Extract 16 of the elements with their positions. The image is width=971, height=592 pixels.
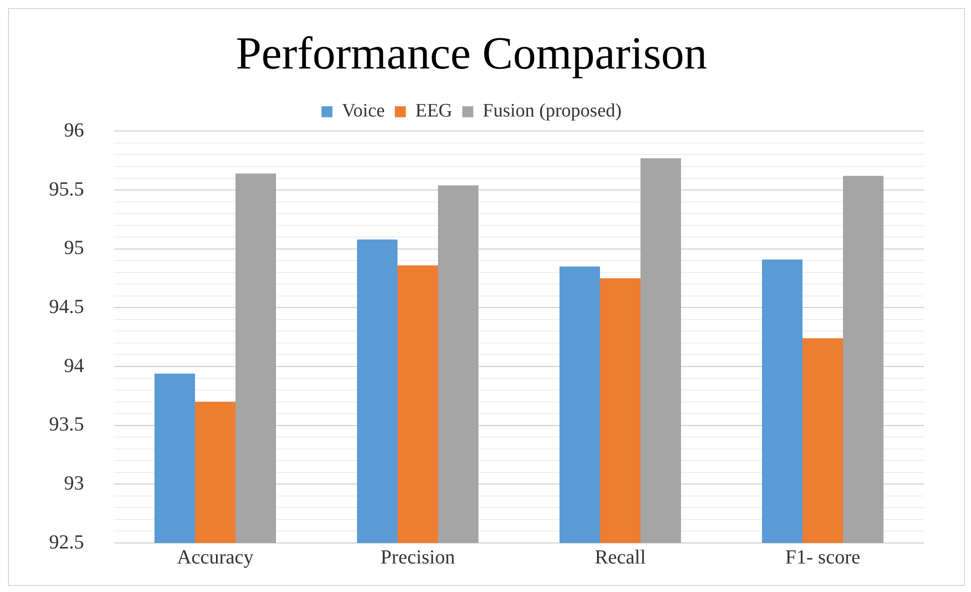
y-tick-label: 96 — [64, 119, 84, 142]
y-tick-label: 94 — [64, 354, 84, 377]
x-tick-label: Precision — [380, 546, 455, 568]
y-tick-label: 94.5 — [49, 296, 84, 318]
x-tick-label: Recall — [594, 546, 646, 568]
legend-label: Voice — [342, 100, 385, 122]
y-tick-label: 95 — [64, 237, 84, 260]
y-tick-label: 93.5 — [49, 414, 84, 436]
y-tick-label: 93 — [64, 472, 84, 494]
y-tick-label: 92.5 — [49, 531, 84, 554]
x-tick-label: Accuracy — [176, 546, 254, 568]
y-tick-label: 95.5 — [49, 178, 84, 200]
legend-label: EEG — [415, 100, 453, 122]
chart-title: Performance Comparison — [236, 28, 708, 79]
legend-label: Fusion (proposed) — [482, 100, 622, 122]
x-tick-label: F1- score — [785, 546, 860, 568]
